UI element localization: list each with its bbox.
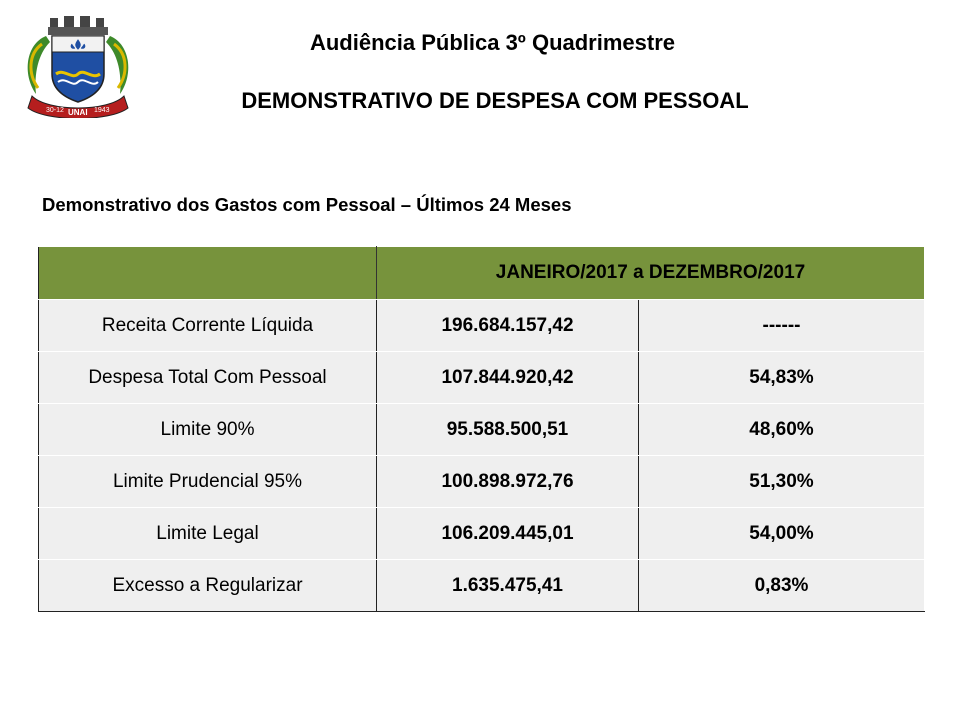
shield-icon [51, 35, 105, 103]
row-percent: 0,83% [638, 559, 925, 612]
header-label-cell [38, 246, 377, 300]
row-label: Despesa Total Com Pessoal [38, 351, 377, 404]
table-row: Despesa Total Com Pessoal 107.844.920,42… [38, 351, 925, 404]
table-row: Receita Corrente Líquida 196.684.157,42 … [38, 299, 925, 352]
row-label: Limite 90% [38, 403, 377, 456]
row-percent: 54,00% [638, 507, 925, 560]
coat-of-arms-logo: 30-12 UNAI 1943 [27, 16, 129, 118]
row-label: Limite Legal [38, 507, 377, 560]
row-percent: 48,60% [638, 403, 925, 456]
row-label: Receita Corrente Líquida [38, 299, 377, 352]
row-value: 107.844.920,42 [376, 351, 639, 404]
mural-crown-icon [48, 16, 108, 35]
table-header-row: JANEIRO/2017 a DEZEMBRO/2017 [38, 246, 925, 300]
row-percent: 54,83% [638, 351, 925, 404]
header-period-cell: JANEIRO/2017 a DEZEMBRO/2017 [376, 246, 925, 300]
table-row: Limite Legal 106.209.445,01 54,00% [38, 507, 925, 560]
row-label: Limite Prudencial 95% [38, 455, 377, 508]
page-subtitle: DEMONSTRATIVO DE DESPESA COM PESSOAL [241, 88, 749, 113]
ribbon-center-text: UNAI [68, 108, 88, 117]
table-row: Limite 90% 95.588.500,51 48,60% [38, 403, 925, 456]
row-value: 196.684.157,42 [376, 299, 639, 352]
row-label: Excesso a Regularizar [38, 559, 377, 612]
row-value: 95.588.500,51 [376, 403, 639, 456]
expense-table: JANEIRO/2017 a DEZEMBRO/2017 Receita Cor… [38, 246, 925, 612]
ribbon-banner: 30-12 UNAI 1943 [27, 95, 129, 118]
row-value: 1.635.475,41 [376, 559, 639, 612]
row-value: 100.898.972,76 [376, 455, 639, 508]
table-row: Limite Prudencial 95% 100.898.972,76 51,… [38, 455, 925, 508]
ribbon-right-text: 1943 [94, 107, 110, 114]
page-title: Audiência Pública 3º Quadrimestre [309, 30, 676, 55]
ribbon-left-text: 30-12 [46, 107, 64, 114]
row-percent: 51,30% [638, 455, 925, 508]
row-percent: ------ [638, 299, 925, 352]
section-title: Demonstrativo dos Gastos com Pessoal – Ú… [42, 194, 572, 215]
row-value: 106.209.445,01 [376, 507, 639, 560]
table-row: Excesso a Regularizar 1.635.475,41 0,83% [38, 559, 925, 612]
foliage-icon [27, 36, 129, 94]
